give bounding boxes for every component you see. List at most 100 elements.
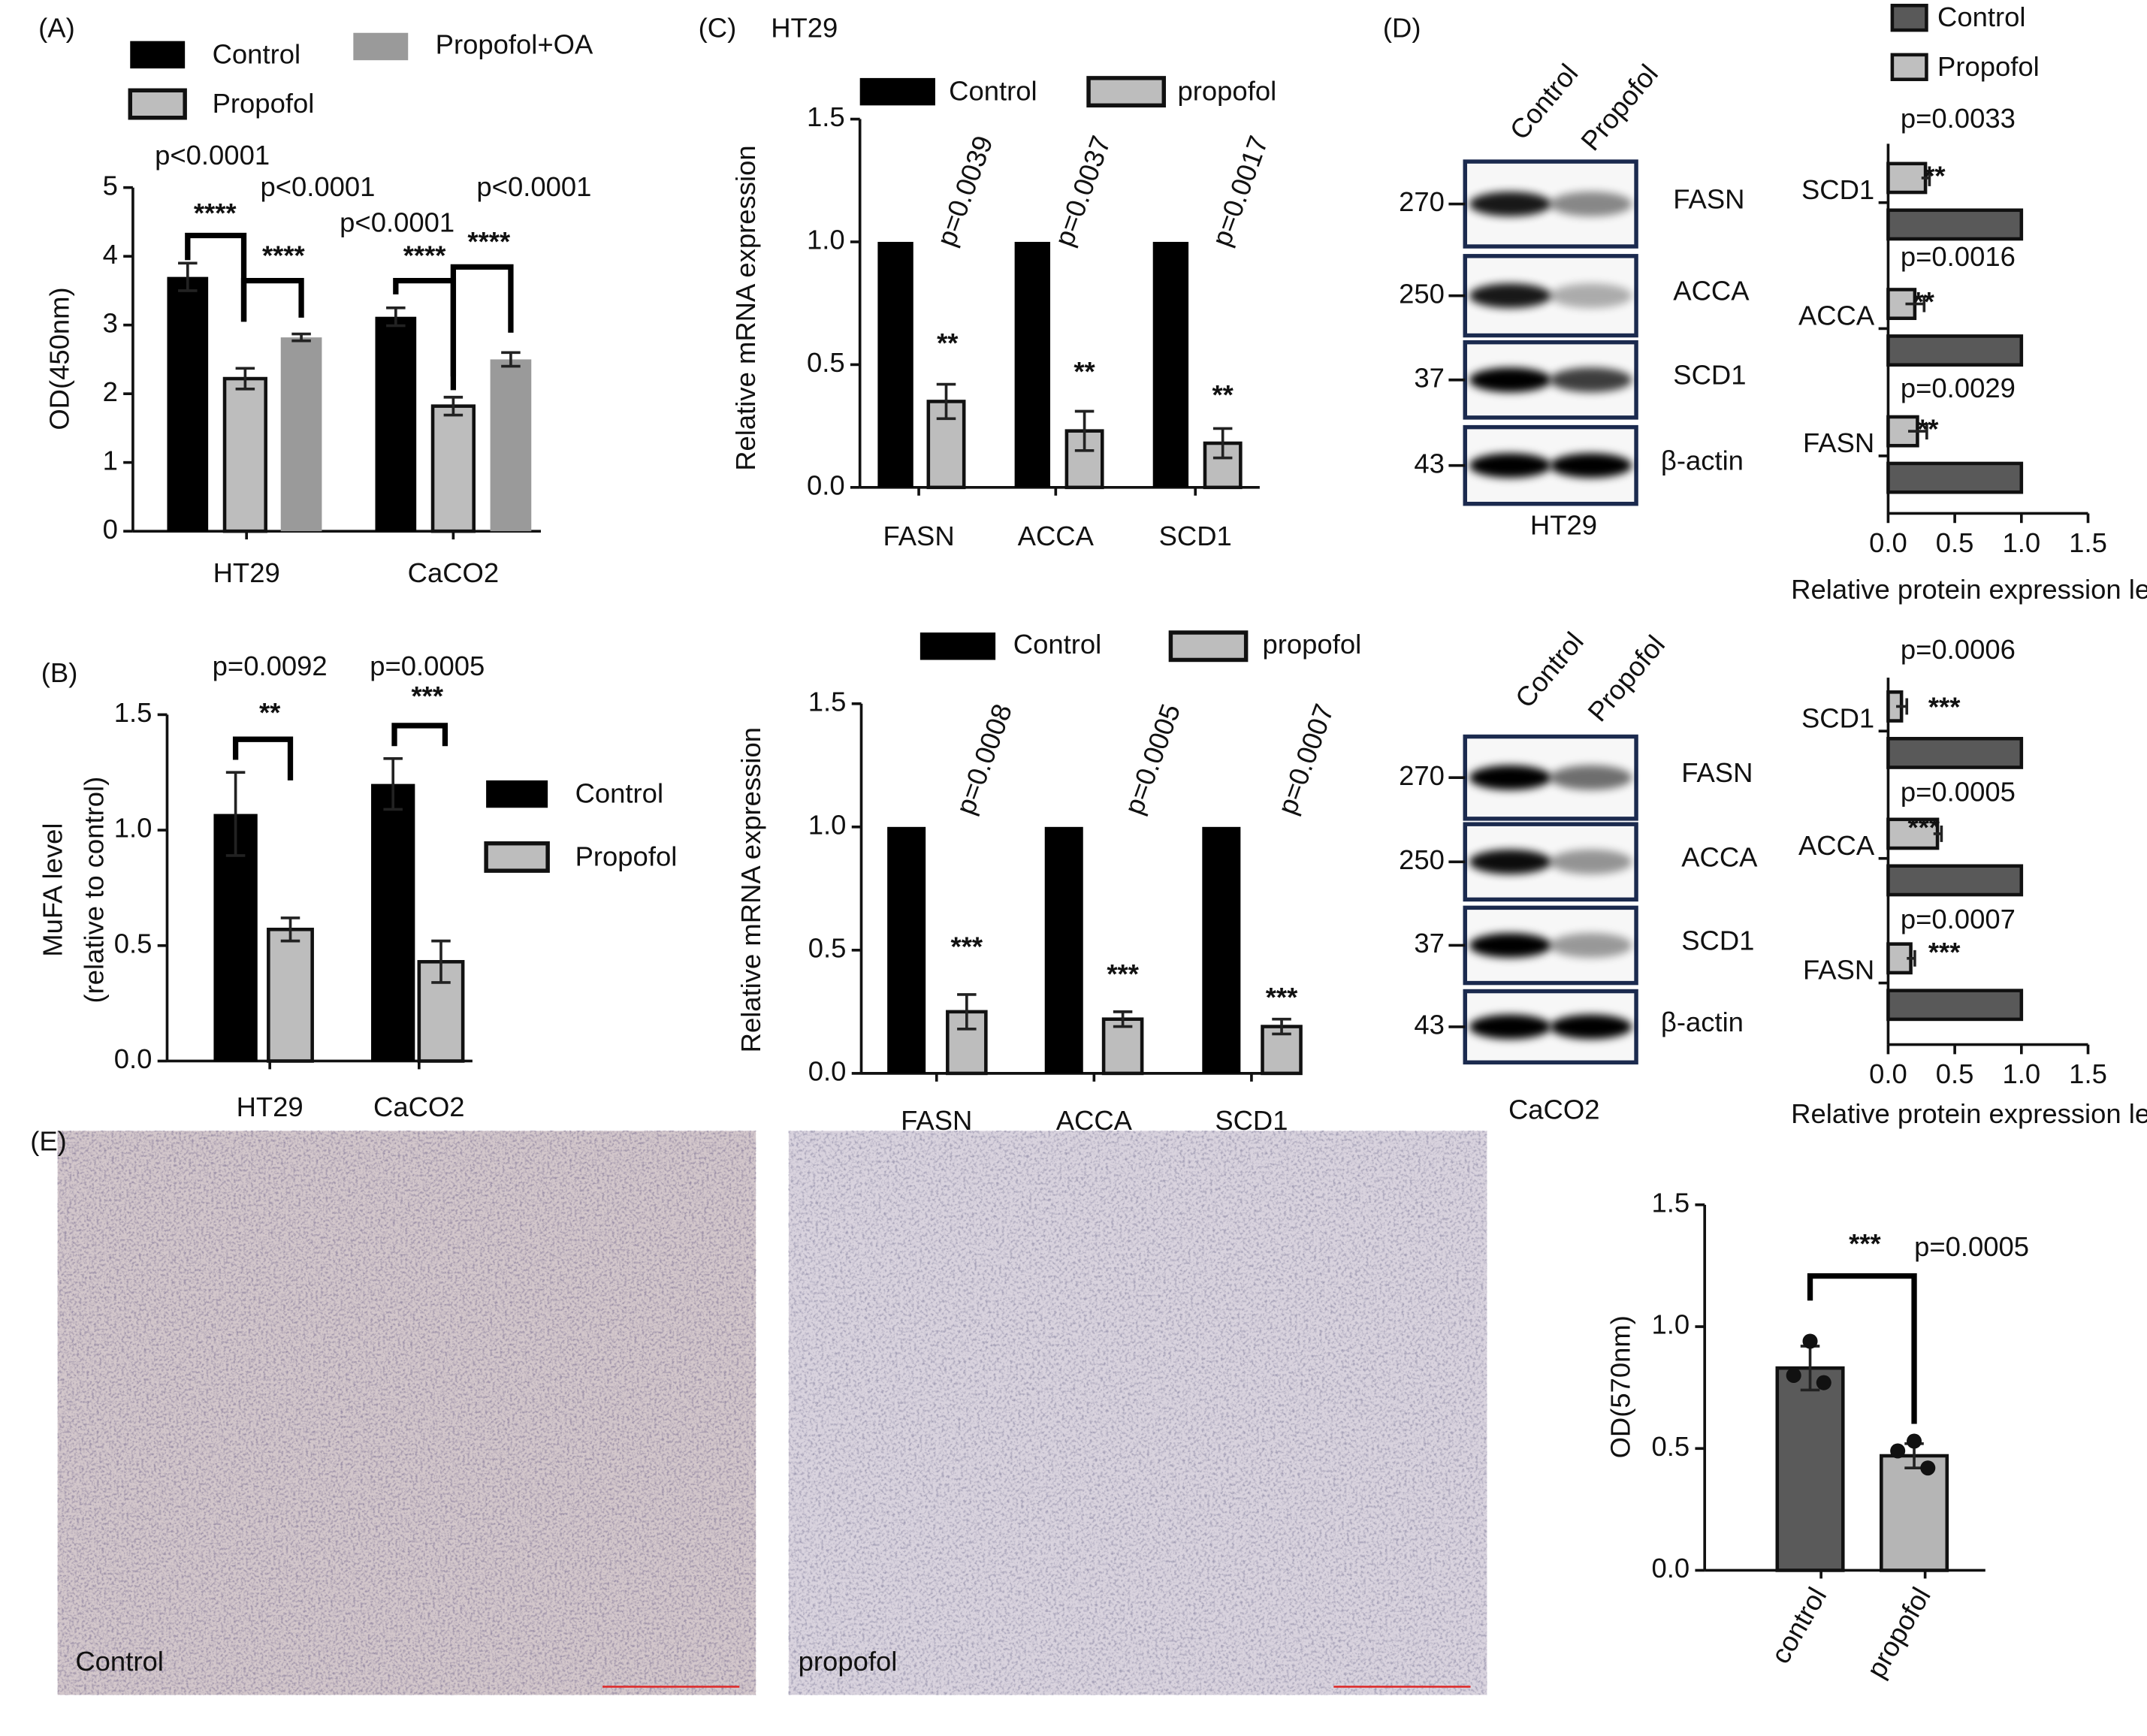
significance-stars: *** — [1908, 812, 1940, 843]
significance-stars: *** — [1266, 982, 1298, 1013]
p-value: p=0.0005 — [1914, 1231, 2029, 1262]
significance-stars: **** — [194, 198, 237, 228]
mw-marker: 250 — [1399, 844, 1445, 875]
significance-stars: *** — [1928, 937, 1961, 968]
bar — [222, 376, 267, 533]
y-tick-label: 1.0 — [1651, 1309, 1690, 1340]
x-tick-label: FASN — [901, 1105, 972, 1136]
y-tick-label: 1.5 — [114, 697, 152, 728]
legend-label: propofol — [1178, 76, 1277, 107]
data-point — [1786, 1367, 1801, 1383]
significance-bracket — [232, 736, 294, 780]
x-tick-label: ACCA — [1056, 1105, 1133, 1136]
x-tick-label: CaCO2 — [408, 557, 500, 588]
protein-label: FASN — [1673, 184, 1744, 215]
y-tick-label: 1.5 — [808, 686, 847, 717]
protein-label: SCD1 — [1681, 925, 1754, 956]
legend-label: propofol — [1263, 629, 1362, 660]
bar — [1886, 736, 2024, 769]
legend-swatch — [130, 41, 186, 69]
significance-stars: *** — [951, 931, 983, 962]
significance-bracket — [240, 277, 304, 322]
y-tick-label: 1.5 — [1651, 1187, 1690, 1218]
legend-swatch — [353, 32, 409, 61]
blot-band — [1550, 453, 1632, 479]
x-axis-label: Relative protein expression level — [1791, 574, 2147, 605]
significance-stars: **** — [467, 226, 511, 257]
y-tick-label: FASN — [1803, 427, 1874, 458]
y-tick-label: 0.0 — [808, 1056, 847, 1087]
bar — [877, 241, 913, 488]
bar — [1880, 1454, 1949, 1572]
y-tick-label: 1 — [103, 445, 118, 476]
legend-label: Propofol — [575, 841, 678, 871]
bar — [1775, 1366, 1845, 1572]
data-point — [1816, 1375, 1831, 1390]
legend-swatch — [1168, 630, 1249, 663]
legend-label: Control — [575, 778, 663, 809]
y-tick-label: ACCA — [1798, 830, 1875, 861]
bar — [430, 404, 476, 533]
y-tick-label: 1.5 — [807, 101, 845, 132]
protein-label: SCD1 — [1673, 360, 1746, 391]
x-tick-label: 0.0 — [1869, 527, 1907, 558]
significance-stars: *** — [1849, 1228, 1881, 1259]
blot-band — [1550, 933, 1632, 958]
significance-bracket — [391, 723, 448, 747]
mw-marker: 250 — [1399, 278, 1445, 309]
y-axis-label: Relative mRNA expression — [730, 145, 761, 470]
bar — [1202, 826, 1241, 1073]
legend-label: Control — [949, 76, 1037, 107]
y-tick-label: ACCA — [1798, 300, 1875, 331]
legend-swatch — [919, 633, 996, 660]
x-tick-label: ACCA — [1018, 521, 1095, 551]
y-tick-label: 5 — [103, 170, 118, 201]
micrograph-texture — [57, 1131, 756, 1695]
y-tick-label: FASN — [1803, 955, 1874, 986]
x-tick-label: HT29 — [213, 557, 280, 588]
blot-band — [1469, 283, 1552, 309]
panel-label: (A) — [38, 13, 75, 44]
p-value: p=0.0006 — [1901, 634, 2016, 665]
y-tick-label: 0.0 — [807, 469, 845, 500]
y-tick-label: 0.0 — [1651, 1553, 1690, 1584]
bar — [490, 359, 532, 532]
significance-stars: ** — [1212, 379, 1234, 410]
x-tick-label: 0.5 — [1936, 1058, 1974, 1089]
p-value: p<0.0001 — [155, 140, 270, 171]
significance-stars: **** — [262, 240, 306, 270]
data-point — [1890, 1443, 1906, 1459]
lane-label: Propofol — [1575, 59, 1664, 156]
blot-band — [1469, 849, 1552, 874]
legend-swatch — [128, 88, 187, 120]
lane-label: Control — [1504, 58, 1584, 145]
data-point — [1920, 1460, 1936, 1476]
y-tick-label: 2 — [103, 376, 118, 407]
x-tick-label: 0.5 — [1936, 527, 1974, 558]
significance-bracket — [1807, 1273, 1917, 1424]
blot-band — [1469, 1014, 1552, 1040]
bar — [1886, 817, 1940, 850]
x-tick-label: CaCO2 — [373, 1091, 465, 1122]
bar — [375, 316, 417, 532]
y-tick-label: SCD1 — [1801, 702, 1874, 733]
significance-stars: ** — [1924, 161, 1946, 192]
bar — [1886, 334, 2024, 367]
y-axis-label: MuFA level — [38, 823, 68, 957]
p-value: p=0.0007 — [1272, 700, 1340, 819]
blot-band — [1469, 192, 1552, 216]
legend-swatch — [1086, 76, 1167, 108]
cell-line-label: CaCO2 — [1508, 1094, 1600, 1125]
y-tick-label: SCD1 — [1801, 174, 1874, 205]
protein-label: β-actin — [1661, 445, 1744, 476]
bar — [1886, 208, 2024, 241]
significance-stars: *** — [1928, 692, 1961, 723]
y-tick-label: 0.5 — [1651, 1431, 1690, 1462]
lane-label: Propofol — [1581, 629, 1671, 727]
p-value: p=0.0007 — [1901, 904, 2016, 934]
mw-marker: 43 — [1414, 448, 1445, 479]
y-axis-label: (relative to control) — [78, 777, 109, 1004]
blot-band — [1469, 453, 1552, 479]
